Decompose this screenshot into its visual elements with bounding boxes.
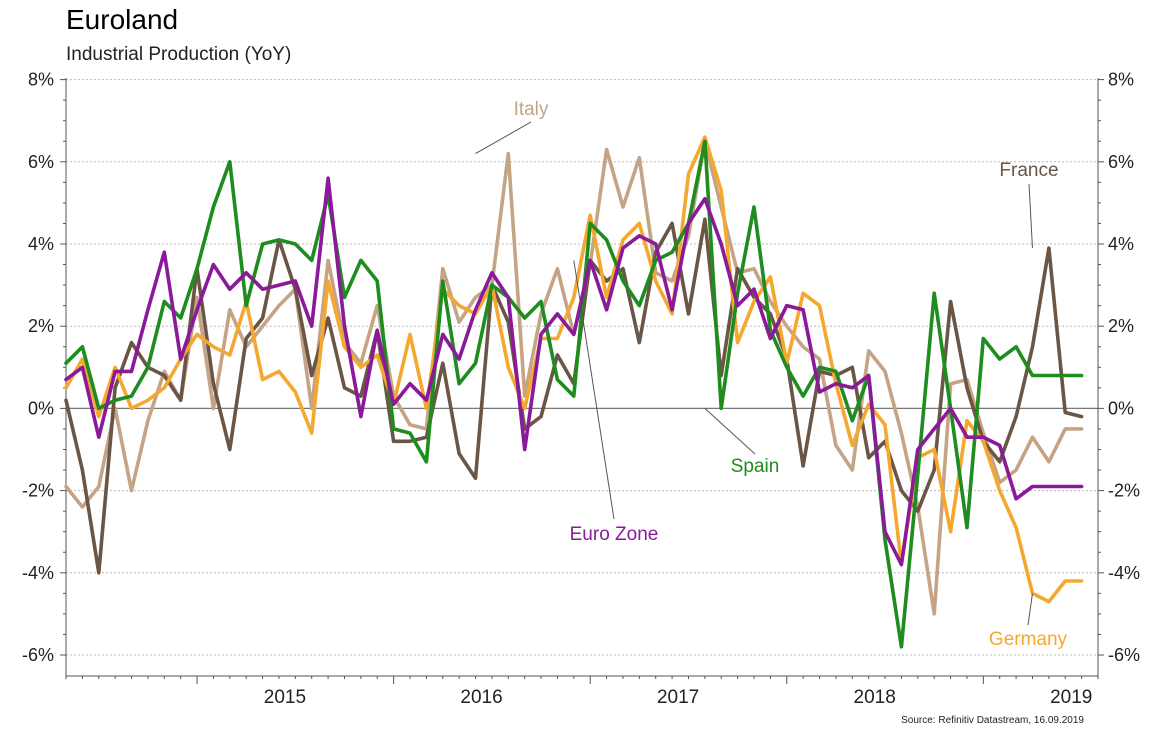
y-tick-label-right: 6% — [1108, 152, 1134, 172]
axes — [60, 78, 1104, 677]
y-tick-label-left: -4% — [22, 563, 54, 583]
y-tick-label-left: -2% — [22, 481, 54, 501]
y-tick-label-right: 8% — [1108, 70, 1134, 90]
annotation-label-italy: Italy — [514, 99, 549, 120]
source-note: Source: Refinitiv Datastream, 16.09.2019 — [901, 715, 1084, 726]
y-tick-label-right: -2% — [1108, 481, 1140, 501]
x-axis-ticks: 2015 2016 2017 2018 2019 — [65, 676, 1099, 708]
y-tick-label-right: -4% — [1108, 563, 1140, 583]
series-lines — [64, 135, 1084, 649]
y-tick-label-left: 6% — [28, 152, 54, 172]
x-tick-label: 2015 — [264, 687, 306, 708]
series-line-spain — [64, 139, 1084, 649]
y-tick-label-left: 8% — [28, 70, 54, 90]
x-tick-label: 2016 — [460, 687, 502, 708]
chart-subtitle: Industrial Production (YoY) — [66, 44, 292, 65]
y-tick-label-right: -6% — [1108, 645, 1140, 665]
annotation-leader-spain — [704, 408, 756, 455]
chart-title: Euroland — [66, 4, 179, 35]
annotation-leader-eurozone — [573, 260, 615, 520]
y-tick-label-left: 4% — [28, 234, 54, 254]
annotation-leader-italy — [475, 121, 532, 155]
y-tick-label-left: -6% — [22, 645, 54, 665]
y-tick-label-right: 2% — [1108, 316, 1134, 336]
annotation-leader-germany — [1027, 593, 1033, 626]
annotation-label-france: France — [999, 160, 1058, 181]
x-tick-label: 2017 — [657, 687, 699, 708]
y-tick-label-left: 0% — [28, 398, 54, 418]
y-axis-right-ticks: -6% -4% -2% 0% 2% 4% 6% 8% — [1108, 70, 1140, 665]
series-line-eurozone — [64, 176, 1084, 567]
annotation-label-germany: Germany — [989, 629, 1068, 650]
x-tick-label: 2019 — [1050, 687, 1092, 708]
annotation-label-eurozone: Euro Zone — [570, 524, 659, 545]
y-tick-label-left: 2% — [28, 316, 54, 336]
x-tick-label: 2018 — [854, 687, 896, 708]
series-annotations: Italy France Spain Euro Zone Germany — [475, 99, 1068, 650]
y-tick-label-right: 0% — [1108, 398, 1134, 418]
y-tick-label-right: 4% — [1108, 234, 1134, 254]
annotation-label-spain: Spain — [731, 456, 780, 477]
annotation-leader-france — [1028, 183, 1033, 249]
y-axis-left-ticks: -6% -4% -2% 0% 2% 4% 6% 8% — [22, 70, 54, 665]
